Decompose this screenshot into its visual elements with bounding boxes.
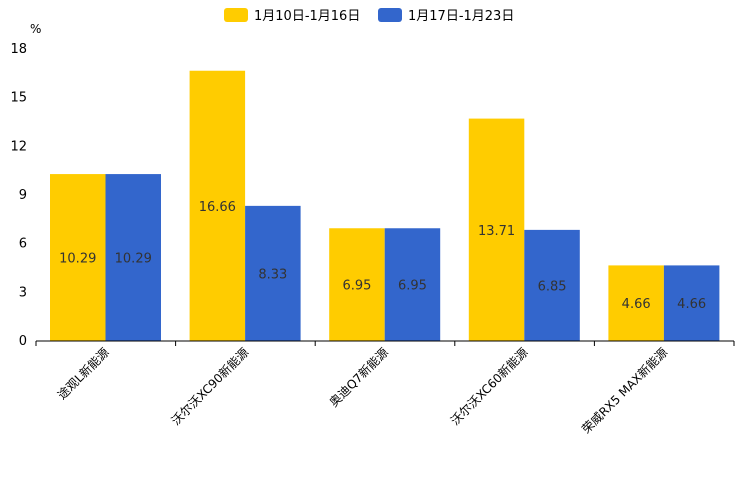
data-label: 6.85 bbox=[538, 279, 567, 294]
data-label: 6.95 bbox=[398, 279, 427, 294]
legend-swatch bbox=[224, 8, 248, 22]
legend-item-period1[interactable]: 1月10日-1月16日 bbox=[224, 8, 360, 24]
bar-period2-0 bbox=[105, 174, 161, 341]
data-label: 8.33 bbox=[258, 267, 287, 282]
legend-label: 1月17日-1月23日 bbox=[408, 9, 514, 24]
x-category-label: 荣威RX5 MAX新能源 bbox=[579, 345, 671, 437]
y-axis: 0 3 6 9 12 15 18 bbox=[10, 42, 27, 349]
y-tick-label: 12 bbox=[10, 139, 27, 154]
y-tick-label: 3 bbox=[19, 285, 27, 300]
data-label: 6.95 bbox=[342, 279, 371, 294]
data-label: 10.29 bbox=[115, 252, 152, 267]
x-category-label: 途观L新能源 bbox=[54, 345, 112, 403]
bar-period2-3 bbox=[524, 229, 580, 341]
bar-period1-4 bbox=[608, 265, 664, 341]
legend-swatch bbox=[378, 8, 402, 22]
bars bbox=[50, 70, 720, 342]
bar-period1-3 bbox=[468, 118, 525, 342]
y-tick-label: 0 bbox=[19, 334, 27, 349]
x-axis: 途观L新能源 沃尔沃XC90新能源 奥迪Q7新能源 沃尔沃XC60新能源 荣威RX5 M… bbox=[35, 341, 735, 437]
data-label: 16.66 bbox=[199, 200, 236, 215]
y-axis-unit-label: % bbox=[30, 22, 41, 36]
data-label: 10.29 bbox=[59, 252, 96, 267]
legend-label: 1月10日-1月16日 bbox=[254, 9, 360, 24]
bar-period1-0 bbox=[50, 174, 106, 341]
x-category-label: 沃尔沃XC90新能源 bbox=[168, 345, 251, 428]
x-category-label: 奥迪Q7新能源 bbox=[326, 345, 391, 410]
data-label: 13.71 bbox=[478, 224, 515, 239]
y-tick-label: 18 bbox=[10, 42, 27, 57]
data-label: 4.66 bbox=[622, 297, 651, 312]
bar-period1-1 bbox=[189, 70, 246, 341]
y-tick-label: 6 bbox=[19, 237, 27, 252]
bar-period2-2 bbox=[384, 228, 441, 341]
data-labels: 10.29 16.66 6.95 13.71 4.66 10.29 8.33 6.95 6.85… bbox=[59, 200, 706, 312]
bar-period2-1 bbox=[245, 205, 301, 341]
legend[interactable]: 1月10日-1月16日 1月17日-1月23日 bbox=[224, 8, 514, 24]
bar-period2-4 bbox=[663, 265, 720, 341]
y-tick-label: 15 bbox=[10, 91, 27, 106]
bar-period1-2 bbox=[329, 228, 385, 341]
x-category-label: 沃尔沃XC60新能源 bbox=[447, 345, 530, 428]
data-label: 4.66 bbox=[677, 297, 706, 312]
legend-item-period2[interactable]: 1月17日-1月23日 bbox=[378, 8, 514, 24]
y-tick-label: 9 bbox=[19, 188, 27, 203]
